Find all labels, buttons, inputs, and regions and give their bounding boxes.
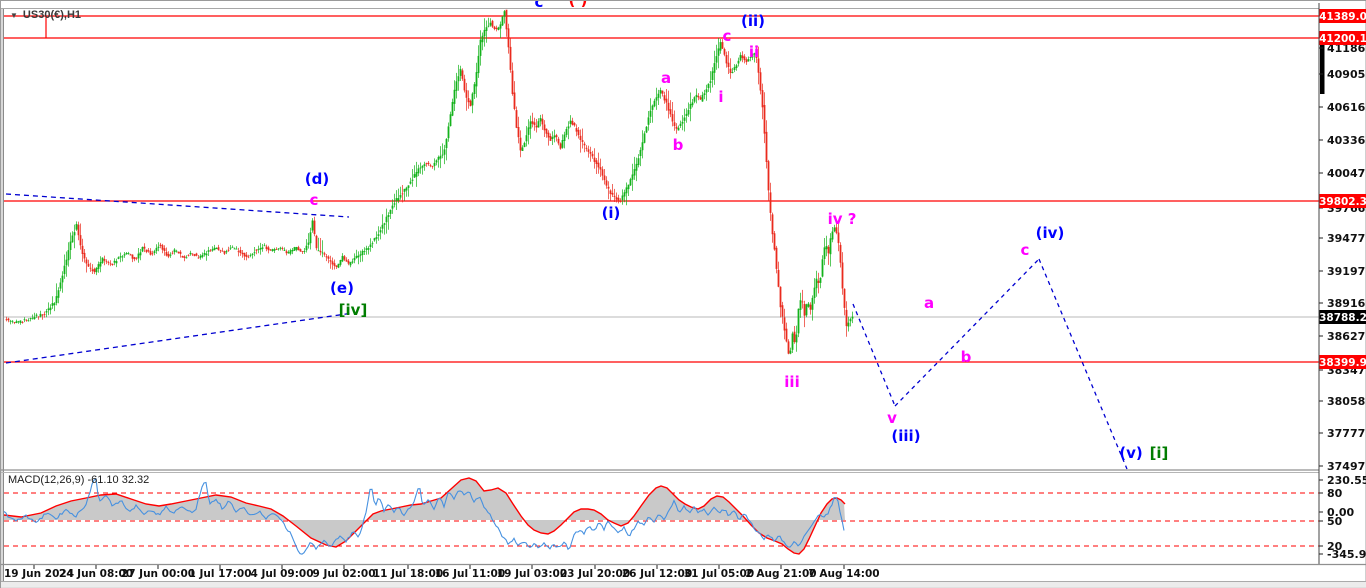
wave-label[interactable]: (d) — [305, 170, 329, 188]
time-axis-label: 26 Jul 12:00 — [622, 568, 692, 580]
price-axis-label: 38627.9 — [1327, 330, 1366, 343]
price-axis-label: 40616.9 — [1327, 101, 1366, 114]
wave-label[interactable]: b — [673, 136, 684, 154]
time-axis-label: 1 Jul 17:00 — [188, 568, 251, 580]
price-axis-label: 38916.9 — [1327, 297, 1366, 310]
price-axis-label: 80 — [1327, 487, 1343, 500]
price-axis-label: 0.00 — [1327, 506, 1354, 519]
price-badge — [1319, 355, 1366, 369]
macd-indicator-label: MACD(12,26,9) -61.10 32.32 — [8, 474, 150, 486]
price-axis-label: 39197.4 — [1327, 265, 1366, 278]
price-axis-label: 40047.4 — [1327, 167, 1366, 180]
projection-line[interactable] — [894, 258, 1040, 407]
wave-label[interactable]: c — [535, 1, 544, 11]
wave-label[interactable]: iv ? — [828, 210, 857, 228]
price-axis-label: 40336.4 — [1327, 134, 1366, 147]
candlesticks — [5, 9, 854, 355]
time-axis-label: 16 Jul 11:00 — [435, 568, 505, 580]
wave-label[interactable]: (iv) — [1036, 224, 1065, 242]
price-badge — [1319, 310, 1366, 324]
price-axis-label: 39477.9 — [1327, 232, 1366, 245]
price-badge-value: 38788.2 — [1319, 312, 1366, 324]
price-axis-label: 50 — [1327, 515, 1343, 528]
wave-label[interactable]: c — [723, 27, 732, 45]
wave-label[interactable]: (e) — [330, 279, 354, 297]
time-axis-label: 19 Jun 2024 — [4, 568, 74, 580]
symbol-label-row: ▼ US30(€),H1 — [10, 9, 81, 21]
wave-label[interactable]: c — [310, 191, 319, 209]
axis-scroll-marker[interactable] — [1320, 33, 1325, 94]
time-axis-label: 9 Jul 02:00 — [312, 568, 375, 580]
macd-main-line — [3, 477, 845, 555]
wave-label[interactable]: v — [887, 409, 897, 427]
macd-signal-line — [3, 477, 846, 555]
wave-label[interactable]: ( ) — [569, 1, 588, 9]
time-axis-label: 19 Jul 03:00 — [497, 568, 567, 580]
time-axis-label: 31 Jul 05:00 — [684, 568, 754, 580]
macd-histogram-area — [4, 478, 845, 554]
time-axis-label: 23 Jul 20:00 — [560, 568, 630, 580]
wave-label[interactable]: iii — [784, 373, 799, 391]
price-badge — [1319, 31, 1366, 45]
projection-line[interactable] — [1038, 258, 1128, 470]
status-strip — [1, 582, 1366, 588]
price-badge-value: 41200.1 — [1319, 33, 1366, 45]
time-axis-label: 7 Aug 14:00 — [808, 568, 879, 580]
time-axis-label: 11 Jul 18:00 — [373, 568, 443, 580]
trendline[interactable] — [5, 193, 350, 218]
wave-label[interactable]: ii — [749, 43, 759, 61]
symbol-label: US30(€),H1 — [22, 9, 81, 21]
price-axis-label: 38058.4 — [1327, 395, 1366, 408]
symbol-dropdown-icon[interactable]: ▼ — [10, 10, 18, 20]
projection-line[interactable] — [852, 303, 896, 407]
time-axis-label: 4 Jul 09:00 — [250, 568, 313, 580]
time-axis-label: 24 Jun 08:00 — [59, 568, 133, 580]
wave-label[interactable]: c — [1021, 241, 1030, 259]
wave-label[interactable]: (i) — [602, 204, 621, 222]
price-badge-value: 39802.3 — [1319, 196, 1366, 208]
wave-label[interactable]: [iv] — [339, 301, 368, 319]
price-axis-label: 230.55 — [1327, 474, 1366, 487]
price-badge-value: 38399.9 — [1319, 357, 1366, 369]
wave-label[interactable]: a — [661, 69, 671, 87]
price-axis-label: -345.95 — [1327, 548, 1366, 561]
price-axis-label: 37497.4 — [1327, 460, 1366, 473]
price-badge — [1319, 9, 1366, 23]
time-axis-label: 27 Jun 00:00 — [121, 568, 195, 580]
trendline[interactable] — [5, 312, 354, 364]
price-axis-label: 20 — [1327, 540, 1343, 553]
price-badge-value: 41389.0 — [1319, 11, 1366, 23]
wave-label[interactable]: (ii) — [741, 12, 765, 30]
left-border — [1, 9, 4, 581]
wave-label[interactable]: a — [924, 294, 934, 312]
wave-label[interactable]: i — [718, 88, 723, 106]
price-axis-label: 40905.9 — [1327, 68, 1366, 81]
wave-label[interactable]: [i] — [1150, 444, 1169, 462]
price-badge — [1319, 194, 1366, 208]
wave-label[interactable]: b — [961, 348, 972, 366]
wave-label[interactable]: (iii) — [891, 427, 920, 445]
time-axis-label: 2 Aug 21:00 — [745, 568, 816, 580]
price-axis-label: 41186.4 — [1327, 42, 1366, 55]
wave-label[interactable]: (v) — [1119, 444, 1143, 462]
price-axis-label: 37777.9 — [1327, 427, 1366, 440]
